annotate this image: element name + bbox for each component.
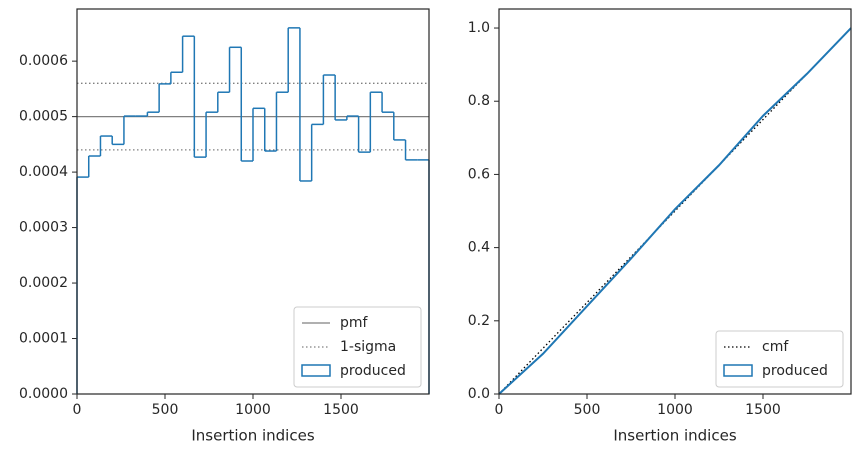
- y-tick-label: 0.0000: [19, 386, 68, 402]
- y-tick-label: 0.0: [468, 386, 490, 402]
- x-tick-label: 0: [495, 402, 504, 418]
- x-tick-label: 1500: [745, 402, 781, 418]
- legend-swatch: [301, 364, 331, 377]
- legend-label: pmf: [340, 315, 369, 331]
- axes-frame: [498, 8, 852, 395]
- subplot: 0 500 1000 1500 0.0 0.2 0.4 0.6 0.8 1.0 Insertion …: [468, 8, 852, 445]
- subplot: 0 500 1000 1500 0.0000 0.0001 0.0002 0.0003 0.00…: [19, 8, 430, 445]
- legend-label: produced: [762, 363, 828, 379]
- y-tick-label: 0.0006: [19, 53, 68, 69]
- legend-label: produced: [340, 363, 406, 379]
- axes-frame: [76, 8, 430, 395]
- y-tick-label: 0.4: [468, 240, 490, 256]
- legend-swatch: [723, 364, 753, 377]
- y-tick-label: 0.0003: [19, 220, 68, 236]
- legend: cmf produced: [715, 330, 844, 388]
- legend-label: cmf: [762, 339, 789, 355]
- series-line: [498, 27, 852, 395]
- y-tick-label: 0.8: [468, 93, 490, 109]
- legend-label: 1-sigma: [340, 339, 396, 355]
- x-tick-label: 1500: [323, 402, 359, 418]
- y-tick-label: 0.0005: [19, 109, 68, 125]
- y-tick-label: 1.0: [468, 20, 490, 36]
- legend-box: [293, 306, 422, 388]
- series-line: [498, 27, 852, 395]
- x-tick-label: 1000: [235, 402, 271, 418]
- legend-box: [715, 330, 844, 388]
- x-tick-label: 0: [73, 402, 82, 418]
- x-tick-label: 500: [152, 402, 179, 418]
- y-tick-label: 0.6: [468, 166, 490, 182]
- legend: pmf 1-sigma produced: [293, 306, 422, 388]
- y-tick-label: 0.0004: [19, 164, 68, 180]
- y-tick-label: 0.0001: [19, 331, 68, 347]
- y-tick-label: 0.2: [468, 313, 490, 329]
- x-axis-label: Insertion indices: [191, 427, 314, 445]
- x-tick-label: 500: [574, 402, 601, 418]
- y-tick-label: 0.0002: [19, 275, 68, 291]
- x-axis-label: Insertion indices: [613, 427, 736, 445]
- x-tick-label: 1000: [657, 402, 693, 418]
